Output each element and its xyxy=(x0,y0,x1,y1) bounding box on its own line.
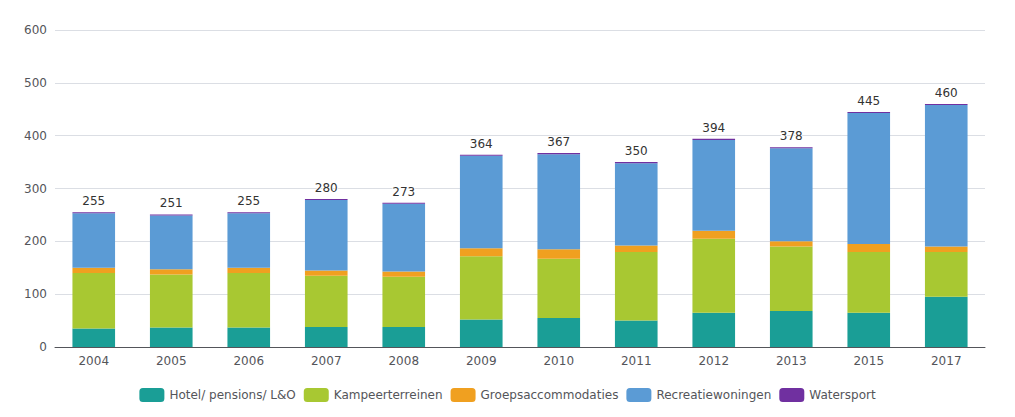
svg-text:280: 280 xyxy=(315,181,338,195)
svg-text:460: 460 xyxy=(935,86,958,100)
svg-text:0: 0 xyxy=(39,340,47,354)
svg-text:200: 200 xyxy=(24,234,47,248)
svg-text:Kampeerterreinen: Kampeerterreinen xyxy=(334,388,443,402)
svg-text:445: 445 xyxy=(857,94,880,108)
svg-text:2004: 2004 xyxy=(78,354,109,368)
svg-text:364: 364 xyxy=(470,137,493,151)
svg-text:2011: 2011 xyxy=(621,354,652,368)
svg-text:2013: 2013 xyxy=(776,354,807,368)
svg-text:2006: 2006 xyxy=(233,354,264,368)
svg-text:2005: 2005 xyxy=(156,354,187,368)
svg-text:350: 350 xyxy=(625,144,648,158)
svg-text:2009: 2009 xyxy=(466,354,497,368)
svg-text:255: 255 xyxy=(237,194,260,208)
svg-text:273: 273 xyxy=(392,185,415,199)
svg-text:600: 600 xyxy=(24,23,47,37)
svg-text:500: 500 xyxy=(24,76,47,90)
svg-text:2012: 2012 xyxy=(698,354,729,368)
svg-text:2007: 2007 xyxy=(311,354,342,368)
svg-text:Watersport: Watersport xyxy=(809,388,876,402)
svg-text:Groepsaccommodaties: Groepsaccommodaties xyxy=(481,388,619,402)
svg-text:2017: 2017 xyxy=(931,354,962,368)
svg-text:255: 255 xyxy=(82,194,105,208)
svg-text:394: 394 xyxy=(702,121,725,135)
svg-text:100: 100 xyxy=(24,287,47,301)
svg-text:400: 400 xyxy=(24,129,47,143)
svg-text:2008: 2008 xyxy=(388,354,419,368)
svg-text:251: 251 xyxy=(160,196,183,210)
svg-text:300: 300 xyxy=(24,182,47,196)
svg-text:2015: 2015 xyxy=(853,354,884,368)
svg-text:Recreatiewoningen: Recreatiewoningen xyxy=(656,388,771,402)
svg-text:378: 378 xyxy=(780,129,803,143)
svg-text:367: 367 xyxy=(547,135,570,149)
svg-text:2010: 2010 xyxy=(543,354,574,368)
svg-text:Hotel/ pensions/ L&O: Hotel/ pensions/ L&O xyxy=(169,388,295,402)
